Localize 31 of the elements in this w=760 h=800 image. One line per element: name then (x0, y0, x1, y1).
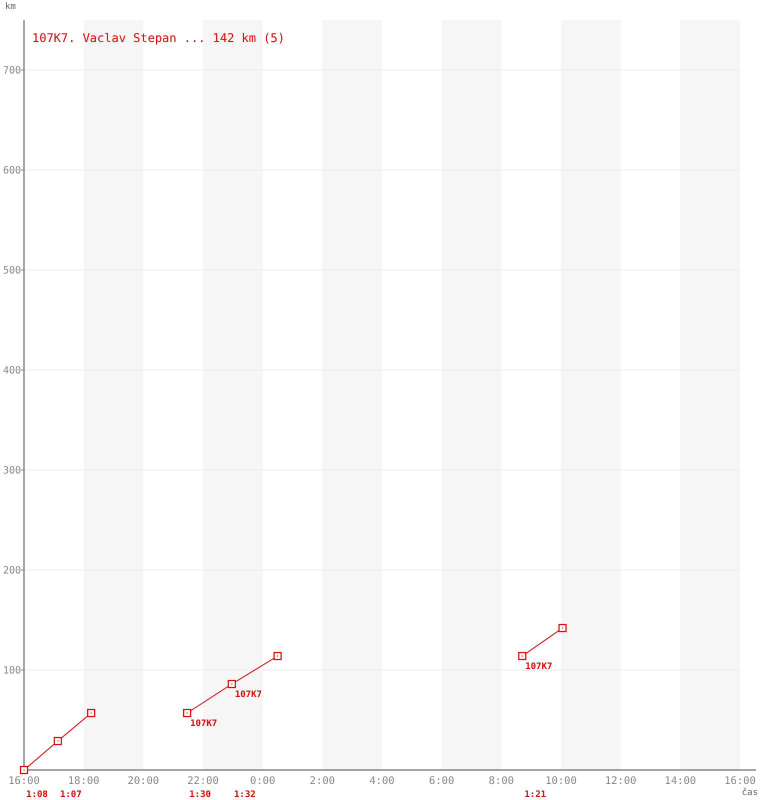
x-tick-label: 6:00 (429, 775, 454, 787)
text: 1:21 (524, 790, 546, 800)
x-tick-label: 18:00 (68, 775, 100, 787)
text: 1:07 (60, 790, 82, 800)
x-tick-label: 0:00 (250, 775, 276, 787)
text: 1:32 (234, 790, 256, 800)
x-axis-title: čas (742, 787, 758, 798)
text: 1:08 (26, 790, 48, 800)
y-tick-label: 400 (2, 366, 21, 376)
y-tick-label: 100 (2, 666, 21, 676)
y-tick-label: 300 (2, 466, 21, 476)
x-tick-label: 16:00 (724, 775, 756, 787)
y-tick-label: 700 (2, 66, 21, 76)
y-tick-label: 500 (2, 266, 21, 276)
x-tick-label: 20:00 (128, 775, 160, 787)
x-tick-label: 14:00 (664, 775, 696, 787)
y-tick-label: 200 (2, 566, 21, 576)
x-tick-label: 10:00 (545, 775, 577, 787)
x-tick-label: 12:00 (604, 775, 636, 787)
text: 107K7. Vaclav Stepan ... 142 km (5) (32, 31, 285, 45)
annotation: 107K7 (190, 719, 218, 729)
annotation: 107K7 (234, 690, 262, 700)
annotation: 107K7 (525, 662, 552, 672)
text: 1:30 (189, 790, 211, 800)
x-tick-label: 16:00 (8, 775, 40, 787)
y-tick-label: 600 (2, 166, 21, 176)
x-tick-label: 2:00 (310, 775, 335, 787)
x-tick-label: 4:00 (369, 775, 395, 787)
y-axis-title: km (5, 2, 16, 12)
x-tick-label: 8:00 (488, 775, 514, 787)
x-tick-label: 22:00 (187, 775, 219, 787)
